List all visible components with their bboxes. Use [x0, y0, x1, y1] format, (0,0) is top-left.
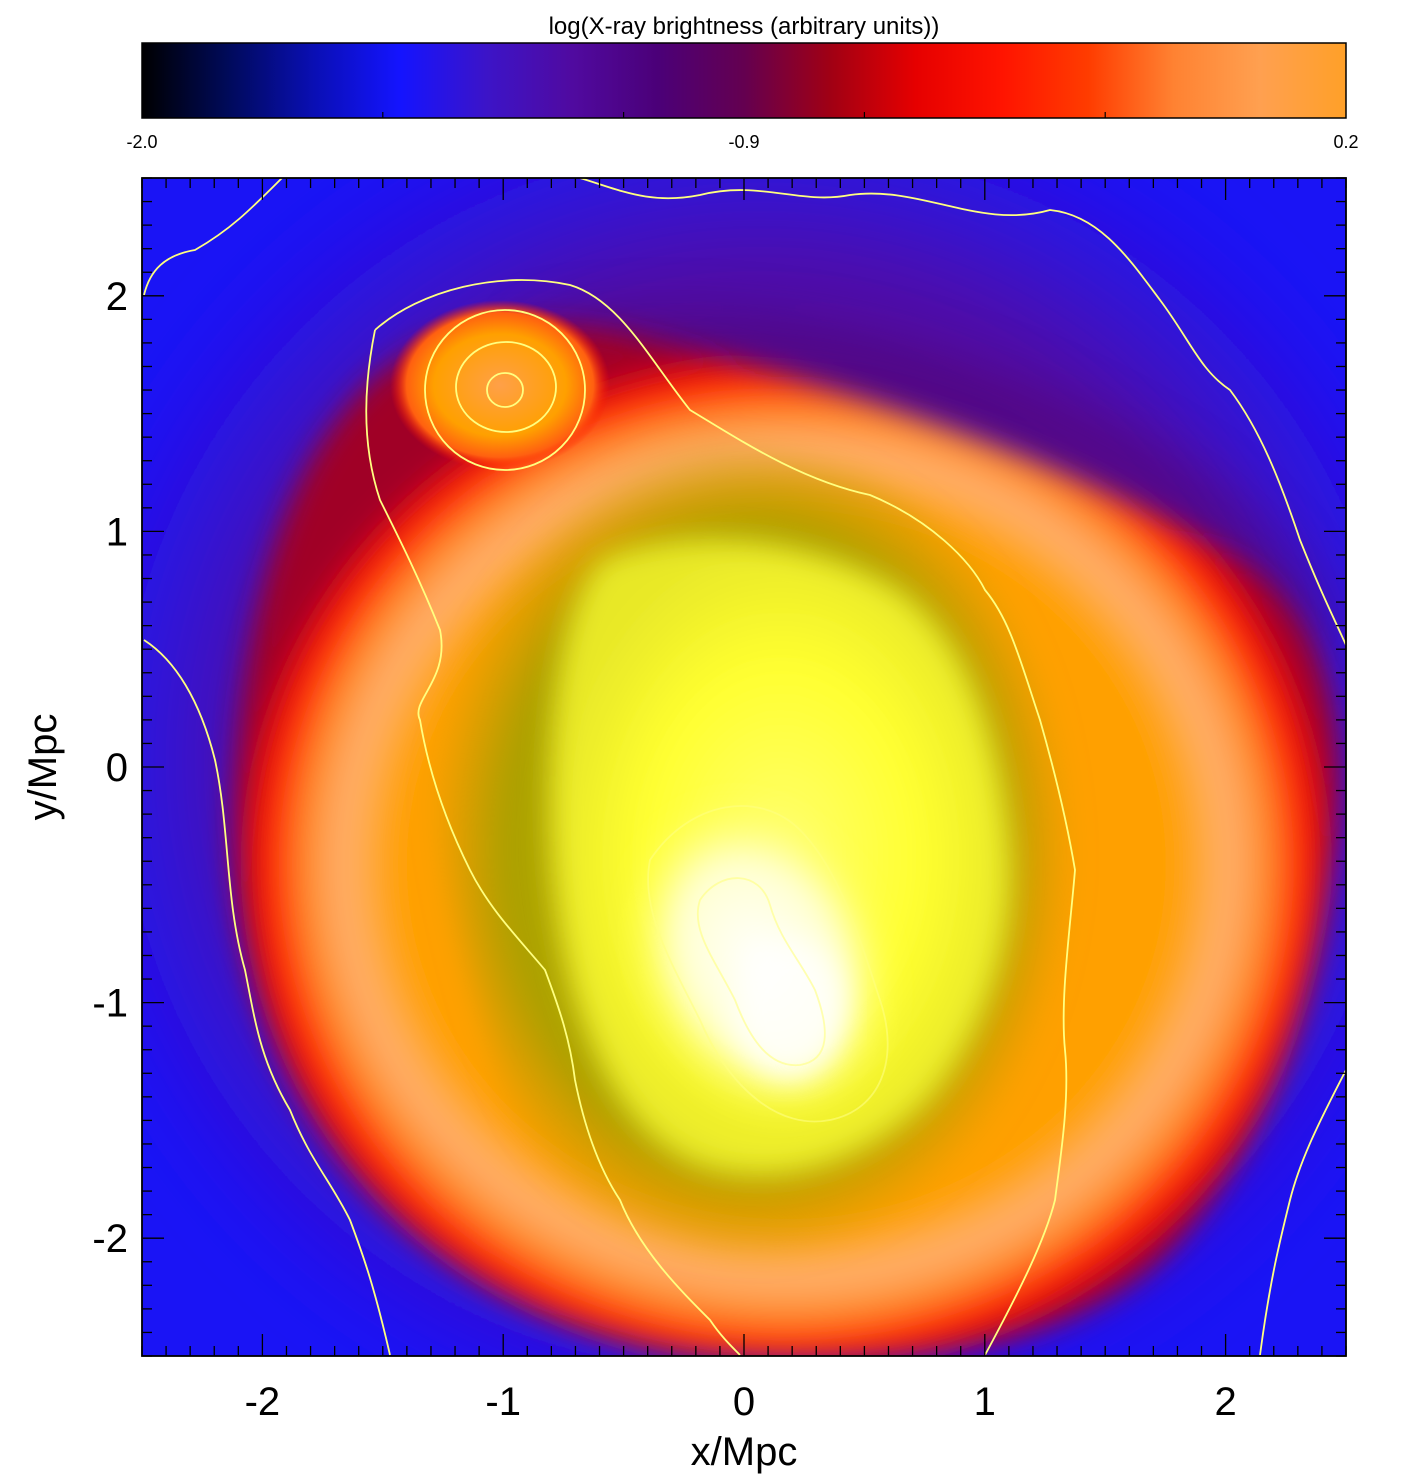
contour-middle-left	[365, 329, 741, 1356]
colorbar	[141, 42, 1347, 119]
y-tick-label: 2	[106, 275, 128, 319]
x-tick-label: -1	[485, 1380, 521, 1424]
contour-core-outer	[647, 805, 889, 1123]
y-axis-label: y/Mpc	[21, 714, 65, 821]
contour-outer-top	[143, 178, 283, 296]
y-tick-label: -2	[92, 1217, 128, 1261]
x-tick-labels: -2 -1 0 1 2	[245, 1380, 1237, 1424]
colorbar-tick-label: 0.2	[1333, 132, 1358, 152]
y-tick-labels: -2 -1 0 1 2	[92, 275, 128, 1261]
white-core-peak	[735, 940, 845, 1080]
x-tick-label: 1	[974, 1380, 996, 1424]
contour-outer-top-right	[579, 178, 1346, 646]
contour-subcluster-inner	[486, 372, 524, 408]
axis-ticks	[141, 177, 1347, 1357]
colorbar-tick-label: -2.0	[126, 132, 157, 152]
colorbar-ticks: -2.0 -0.9 0.2	[126, 112, 1359, 152]
colorbar-tick-label: -0.9	[728, 132, 759, 152]
xray-map	[142, 178, 1346, 1356]
contour-subcluster-middle	[455, 341, 557, 433]
contour-outer-right	[1259, 1069, 1346, 1356]
contour-core-inner	[696, 877, 826, 1066]
y-tick-label: -1	[92, 982, 128, 1026]
contour-outer-left	[143, 639, 391, 1356]
y-tick-label: 0	[106, 746, 128, 790]
x-axis-label: x/Mpc	[691, 1430, 798, 1474]
contour-lines	[143, 178, 1346, 1356]
x-tick-label: -2	[245, 1380, 281, 1424]
colorbar-title: log(X-ray brightness (arbitrary units))	[549, 13, 940, 40]
subcluster-blob	[390, 300, 610, 470]
contour-middle	[374, 279, 1076, 1356]
x-tick-label: 0	[733, 1380, 755, 1424]
contour-subcluster-outer	[424, 309, 586, 471]
x-tick-label: 2	[1214, 1380, 1236, 1424]
y-tick-label: 1	[106, 510, 128, 554]
